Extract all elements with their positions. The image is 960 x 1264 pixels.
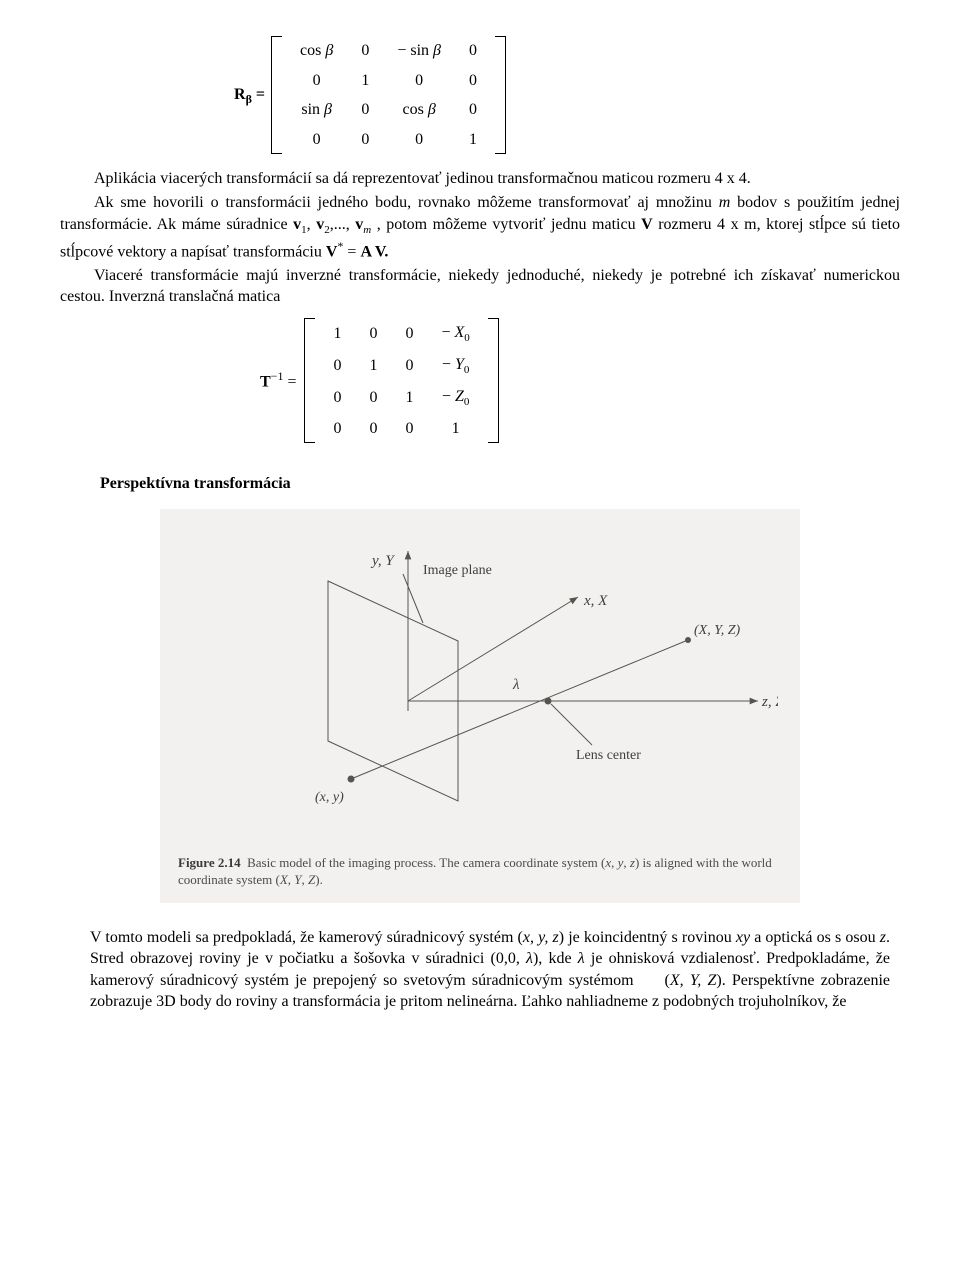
svg-text:(X, Y, Z): (X, Y, Z) [694, 623, 741, 638]
inverse-translation-matrix: 100− X0010− Y0001− Z00001 [304, 318, 498, 444]
bracket-left [304, 318, 315, 444]
svg-text:λ: λ [512, 677, 520, 693]
paragraph-4: V tomto modeli sa predpokladá, že kamero… [60, 927, 900, 1013]
svg-text:y, Y: y, Y [370, 553, 395, 569]
svg-text:Lens center: Lens center [576, 748, 641, 763]
svg-text:z, Z: z, Z [761, 694, 778, 710]
svg-text:(x, y): (x, y) [315, 790, 344, 805]
rotation-matrix: cos β0− sin β00100sin β0cos β00001 [271, 36, 506, 154]
inverse-translation-matrix-body: 100− X0010− Y0001− Z00001 [319, 318, 483, 444]
inverse-translation-equation: T−1 = 100− X0010− Y0001− Z00001 [60, 318, 900, 444]
figure-caption: Figure 2.14 Basic model of the imaging p… [178, 854, 782, 889]
perspective-diagram: y, Y Image plane x, X (X, Y, Z) λ z, Z Lens ce… [178, 531, 778, 831]
bracket-right [488, 318, 499, 444]
inverse-translation-label: T−1 = [260, 368, 304, 393]
svg-text:x, X: x, X [583, 593, 608, 609]
paragraph-2: Ak sme hovorili o transformácii jedného … [60, 192, 900, 263]
svg-text:Image plane: Image plane [423, 563, 492, 578]
paragraph-1: Aplikácia viacerých transformácií sa dá … [60, 168, 900, 190]
rotation-matrix-label: Rβ = [234, 84, 271, 107]
bracket-right [495, 36, 506, 154]
rotation-matrix-body: cos β0− sin β00100sin β0cos β00001 [286, 36, 491, 154]
figure-2-14: y, Y Image plane x, X (X, Y, Z) λ z, Z Lens ce… [160, 509, 800, 903]
section-heading: Perspektívna transformácia [100, 473, 900, 495]
rotation-matrix-equation: Rβ = cos β0− sin β00100sin β0cos β00001 [60, 36, 900, 154]
bracket-left [271, 36, 282, 154]
paragraph-3: Viaceré transformácie majú inverzné tran… [60, 265, 900, 308]
